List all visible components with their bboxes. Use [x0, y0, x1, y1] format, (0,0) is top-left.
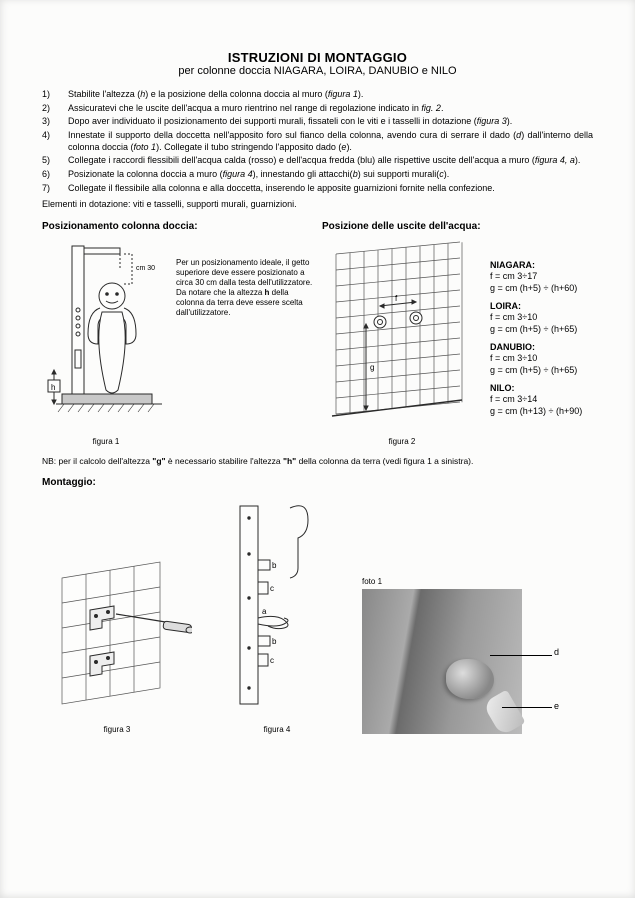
svg-text:cm 30: cm 30: [136, 265, 155, 272]
label-e: e: [554, 701, 559, 711]
step-item: 7) Collegate il flessibile alla colonna …: [42, 183, 593, 195]
step-number: 5): [42, 155, 68, 167]
step-text: Assicuratevi che le uscite dell'acqua a …: [68, 103, 593, 115]
step-number: 1): [42, 89, 68, 101]
svg-text:g: g: [370, 363, 374, 372]
step-number: 2): [42, 103, 68, 115]
spec-g: g = cm (h+5) ÷ (h+65): [490, 365, 582, 377]
svg-text:b: b: [272, 637, 277, 646]
nb-note: NB: per il calcolo dell'altezza "g" è ne…: [42, 456, 593, 467]
figures-row-bottom: figura 3 b b c: [42, 498, 593, 734]
figure-2-svg: f g: [322, 240, 472, 430]
svg-text:b: b: [272, 561, 277, 570]
steps-list: 1) Stabilite l'altezza (h) e la posizion…: [42, 89, 593, 195]
specs-column: NIAGARA: f = cm 3÷17 g = cm (h+5) ÷ (h+6…: [490, 240, 582, 446]
figure-2-caption: figura 2: [322, 437, 482, 446]
step-text: Collegate il flessibile alla colonna e a…: [68, 183, 593, 195]
figure-1-caption: figura 1: [42, 437, 170, 446]
step-item: 2) Assicuratevi che le uscite dell'acqua…: [42, 103, 593, 115]
spec-g: g = cm (h+5) ÷ (h+60): [490, 283, 582, 295]
step-item: 1) Stabilite l'altezza (h) e la posizion…: [42, 89, 593, 101]
step-text: Collegate i raccordi flessibili dell'acq…: [68, 155, 593, 167]
spec-block: DANUBIO: f = cm 3÷10 g = cm (h+5) ÷ (h+6…: [490, 342, 582, 377]
heading-right: Posizione delle uscite dell'acqua:: [322, 221, 481, 232]
figure-1-text: Per un posizionamento ideale, il getto s…: [176, 240, 314, 446]
spec-model: NILO:: [490, 383, 582, 395]
svg-text:c: c: [270, 656, 274, 665]
spec-g: g = cm (h+5) ÷ (h+65): [490, 324, 582, 336]
step-text: Dopo aver individuato il posizionamento …: [68, 116, 593, 128]
foto-1-image: [362, 589, 522, 734]
spec-model: LOIRA:: [490, 301, 582, 313]
svg-text:f: f: [395, 294, 398, 303]
figure-3: figura 3: [42, 548, 192, 734]
section-headings: Posizionamento colonna doccia: Posizione…: [42, 221, 593, 232]
spec-block: NIAGARA: f = cm 3÷17 g = cm (h+5) ÷ (h+6…: [490, 260, 582, 295]
step-number: 7): [42, 183, 68, 195]
step-number: 4): [42, 130, 68, 153]
figure-3-caption: figura 3: [42, 725, 192, 734]
spec-f: f = cm 3÷10: [490, 312, 582, 324]
step-item: 6) Posizionate la colonna doccia a muro …: [42, 169, 593, 181]
spec-model: DANUBIO:: [490, 342, 582, 354]
figure-4-caption: figura 4: [212, 725, 342, 734]
step-number: 3): [42, 116, 68, 128]
spec-f: f = cm 3÷10: [490, 353, 582, 365]
foto-1-label: foto 1: [362, 577, 382, 586]
figure-2: f g figura 2: [322, 240, 482, 446]
svg-text:a: a: [262, 607, 267, 616]
step-text: Posizionate la colonna doccia a muro (fi…: [68, 169, 593, 181]
figures-row-top: h cm 30 figura 1 Per un posizionamento i…: [42, 240, 593, 446]
figure-1: h cm 30 figura 1 Per un posizionamento i…: [42, 240, 314, 446]
doc-subtitle: per colonne doccia NIAGARA, LOIRA, DANUB…: [42, 65, 593, 77]
step-item: 4) Innestate il supporto della doccetta …: [42, 130, 593, 153]
spec-f: f = cm 3÷14: [490, 394, 582, 406]
step-number: 6): [42, 169, 68, 181]
dotazione-line: Elementi in dotazione: viti e tasselli, …: [42, 199, 593, 209]
spec-f: f = cm 3÷17: [490, 271, 582, 283]
spec-block: LOIRA: f = cm 3÷10 g = cm (h+5) ÷ (h+65): [490, 301, 582, 336]
step-item: 5) Collegate i raccordi flessibili dell'…: [42, 155, 593, 167]
step-text: Stabilite l'altezza (h) e la posizione d…: [68, 89, 593, 101]
figure-4: b b c c a figura 4: [212, 498, 342, 734]
spec-g: g = cm (h+13) ÷ (h+90): [490, 406, 582, 418]
figure-1-svg: h cm 30: [42, 240, 170, 430]
spec-block: NILO: f = cm 3÷14 g = cm (h+13) ÷ (h+90): [490, 383, 582, 418]
heading-left: Posizionamento colonna doccia:: [42, 221, 322, 232]
page: ISTRUZIONI DI MONTAGGIO per colonne docc…: [0, 0, 635, 898]
foto-1: foto 1 d e: [362, 589, 522, 734]
doc-title: ISTRUZIONI DI MONTAGGIO: [42, 50, 593, 65]
svg-text:c: c: [270, 584, 274, 593]
svg-text:h: h: [51, 383, 55, 392]
step-text: Innestate il supporto della doccetta nel…: [68, 130, 593, 153]
spec-model: NIAGARA:: [490, 260, 582, 272]
montaggio-heading: Montaggio:: [42, 477, 593, 488]
label-d: d: [554, 647, 559, 657]
step-item: 3) Dopo aver individuato il posizionamen…: [42, 116, 593, 128]
